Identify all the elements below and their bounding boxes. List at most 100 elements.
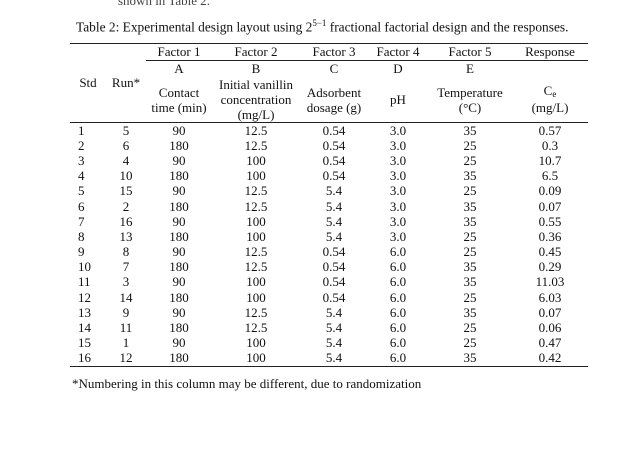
factor-2-name: Factor 2 <box>212 43 300 61</box>
table-row: 1 5 90 12.5 0.54 3.0 35 0.57 <box>70 123 588 139</box>
cell-ph: 3.0 <box>389 168 407 184</box>
cell-run: 12 <box>119 350 133 366</box>
cell-run: 7 <box>122 259 130 275</box>
cell-ph: 6.0 <box>389 320 407 336</box>
cell-vanillin-conc: 100 <box>246 228 266 244</box>
factor-5-desc: Temperature (°C) <box>437 84 503 115</box>
cell-contact-time: 180 <box>169 137 189 153</box>
cell-contact-time: 180 <box>169 320 189 336</box>
cell-contact-time: 90 <box>172 304 186 320</box>
cell-vanillin-conc: 12.5 <box>244 304 268 320</box>
cell-temperature: 35 <box>463 213 477 229</box>
cell-std: 12 <box>78 289 91 305</box>
table-caption: Table 2: Experimental design layout usin… <box>76 18 568 35</box>
cell-run: 5 <box>122 122 130 138</box>
cell-contact-time: 180 <box>169 289 189 305</box>
cell-adsorbent-dosage: 5.4 <box>325 335 343 351</box>
cell-response-ce: 0.42 <box>538 350 562 366</box>
cell-std: 16 <box>78 350 91 366</box>
cell-run: 4 <box>122 152 130 168</box>
cell-run: 14 <box>119 289 133 305</box>
response-symbol: C <box>543 83 553 98</box>
table-row: 11 3 90 100 0.54 6.0 35 11.03 <box>70 275 588 290</box>
cell-ph: 3.0 <box>389 137 407 153</box>
cell-ph: 6.0 <box>389 304 407 320</box>
cell-response-ce: 0.55 <box>538 213 562 229</box>
cell-temperature: 25 <box>463 137 477 153</box>
cell-ph: 6.0 <box>389 289 407 305</box>
table-row: 13 9 90 12.5 5.4 6.0 35 0.07 <box>70 305 588 320</box>
cell-adsorbent-dosage: 0.54 <box>322 152 346 168</box>
cell-vanillin-conc: 12.5 <box>244 259 268 275</box>
cell-vanillin-conc: 100 <box>246 152 266 168</box>
factor-4-name: Factor 4 <box>368 43 428 61</box>
caption-prefix: Table 2: Experimental design layout usin… <box>76 19 313 35</box>
cell-run: 11 <box>119 320 133 336</box>
cell-ph: 3.0 <box>389 183 407 199</box>
factor-1-desc: Contact time (min) <box>151 84 207 115</box>
cell-run: 13 <box>119 228 133 244</box>
cell-temperature: 35 <box>463 198 477 214</box>
cell-std: 6 <box>78 198 85 214</box>
factor-description-row: Contact time (min) Initial vanillin conc… <box>70 77 588 123</box>
cell-contact-time: 90 <box>172 244 186 260</box>
table-row: 12 14 180 100 0.54 6.0 25 6.03 <box>70 290 588 305</box>
cell-temperature: 25 <box>463 320 477 336</box>
factor-3-code: C <box>329 61 339 76</box>
caption-exponent: 5−1 <box>312 18 327 28</box>
cell-ph: 6.0 <box>389 244 407 260</box>
cell-vanillin-conc: 12.5 <box>244 183 268 199</box>
cell-vanillin-conc: 100 <box>246 289 266 305</box>
header-run: Run* <box>111 75 141 90</box>
cell-run: 16 <box>119 213 133 229</box>
cell-response-ce: 0.06 <box>538 320 562 336</box>
cell-temperature: 35 <box>463 350 477 366</box>
cell-run: 6 <box>122 137 130 153</box>
table-body: 1 5 90 12.5 0.54 3.0 35 0.57 2 6 180 12.5 0.54 3.0 25 0… <box>70 123 588 367</box>
table-row: 16 12 180 100 5.4 6.0 35 0.42 <box>70 351 588 367</box>
cell-contact-time: 180 <box>169 259 189 275</box>
cell-adsorbent-dosage: 0.54 <box>322 289 346 305</box>
cell-adsorbent-dosage: 5.4 <box>325 350 343 366</box>
cell-response-ce: 10.7 <box>538 152 562 168</box>
factor-5-name: Factor 5 <box>428 43 512 61</box>
cell-vanillin-conc: 12.5 <box>244 320 268 336</box>
cell-vanillin-conc: 100 <box>246 274 266 290</box>
cell-vanillin-conc: 12.5 <box>244 122 268 138</box>
cell-ph: 6.0 <box>389 259 407 275</box>
response-name: Response <box>512 43 588 61</box>
factor-code-row: A B C D E <box>70 61 588 78</box>
factor-2-code: B <box>251 61 261 76</box>
response-desc: Ce (mg/L) <box>512 77 588 123</box>
table-row: 14 11 180 12.5 5.4 6.0 25 0.06 <box>70 320 588 335</box>
factor-name-row: Std Run* Factor 1 Factor 2 Factor 3 Fact… <box>70 43 588 90</box>
cell-contact-time: 180 <box>169 350 189 366</box>
cell-response-ce: 0.07 <box>538 304 562 320</box>
cell-std: 9 <box>78 244 85 260</box>
factor-1-code: A <box>174 61 184 76</box>
factor-4-code: D <box>393 61 403 76</box>
cell-run: 9 <box>122 304 130 320</box>
factor-4-desc: pH <box>390 91 406 107</box>
factor-1-name: Factor 1 <box>146 43 212 61</box>
cell-response-ce: 6.03 <box>538 289 562 305</box>
cell-std: 1 <box>78 122 85 138</box>
cell-std: 13 <box>78 304 91 320</box>
previous-paragraph-fragment: shown in Table 2. <box>118 0 211 8</box>
cell-contact-time: 90 <box>172 274 186 290</box>
cell-adsorbent-dosage: 0.54 <box>322 274 346 290</box>
table-row: 10 7 180 12.5 0.54 6.0 35 0.29 <box>70 260 588 275</box>
cell-ph: 3.0 <box>389 198 407 214</box>
cell-vanillin-conc: 100 <box>246 335 266 351</box>
cell-temperature: 25 <box>463 289 477 305</box>
cell-adsorbent-dosage: 0.54 <box>322 244 346 260</box>
table-row: 7 16 90 100 5.4 3.0 35 0.55 <box>70 214 588 229</box>
cell-contact-time: 180 <box>169 198 189 214</box>
cell-adsorbent-dosage: 5.4 <box>325 228 343 244</box>
cell-std: 15 <box>78 335 91 351</box>
cell-temperature: 25 <box>463 335 477 351</box>
cell-std: 3 <box>78 152 85 168</box>
table-row: 3 4 90 100 0.54 3.0 25 10.7 <box>70 153 588 168</box>
cell-ph: 3.0 <box>389 213 407 229</box>
response-subscript: e <box>552 89 557 99</box>
